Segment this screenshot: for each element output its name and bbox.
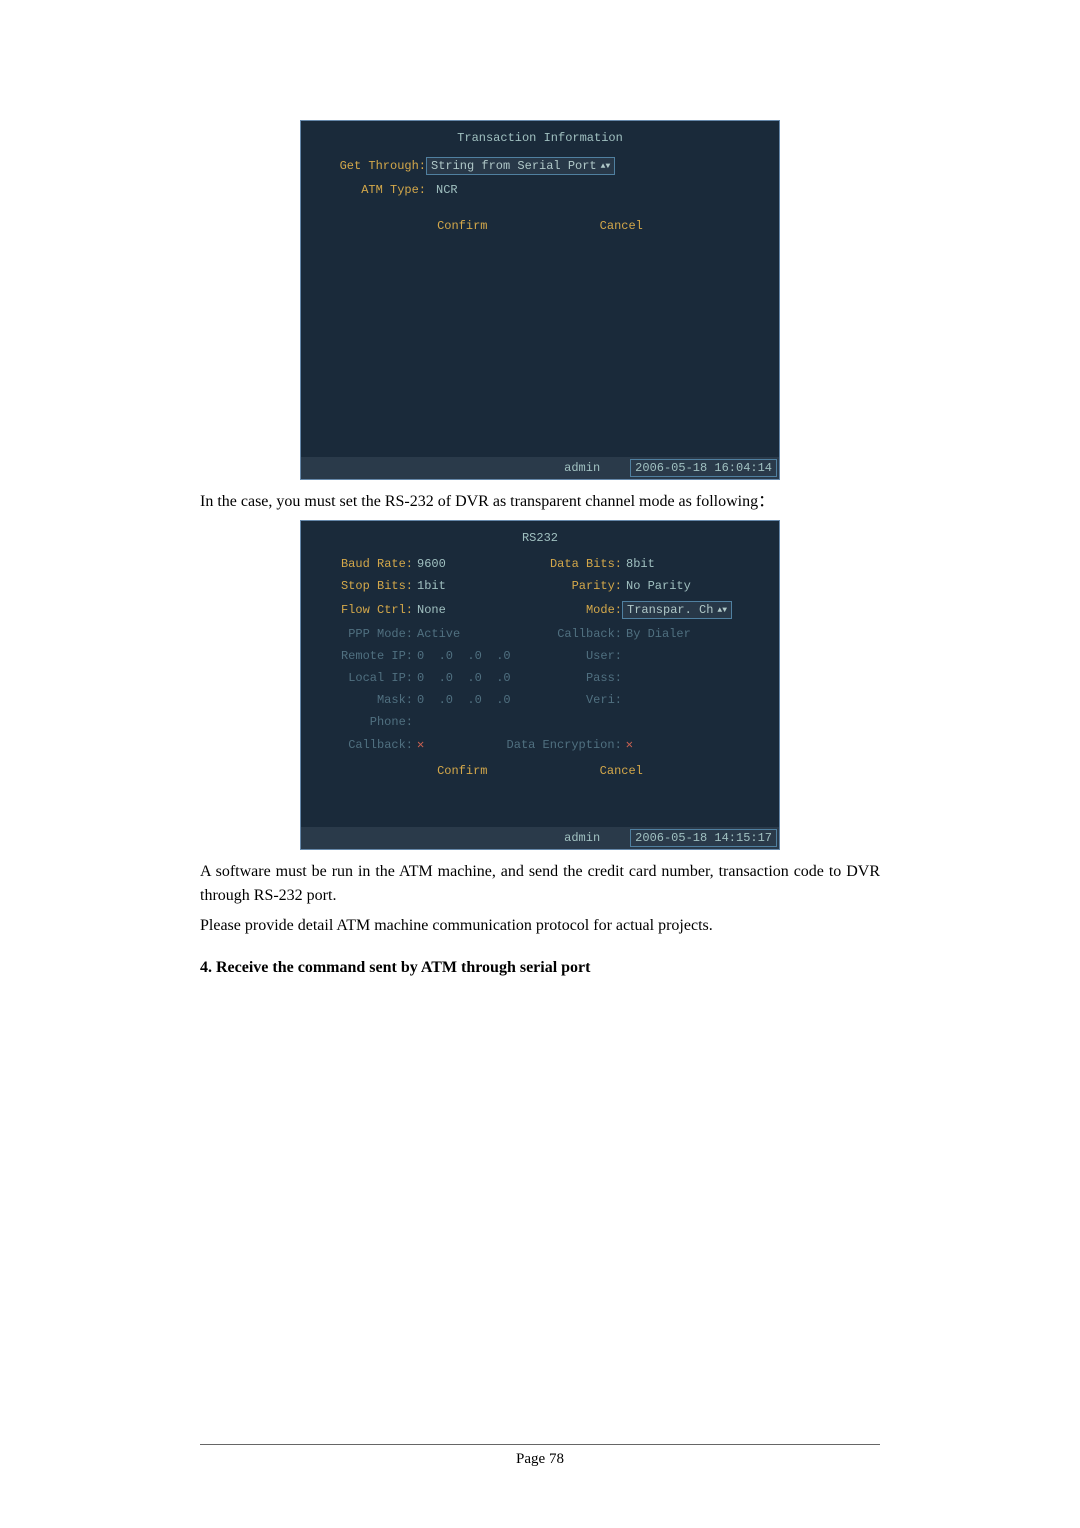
pass-label: Pass: — [540, 671, 622, 685]
transaction-info-terminal: Transaction Information Get Through: Str… — [300, 120, 780, 480]
atm-type-value: NCR — [436, 183, 458, 197]
flow-ctrl-value: None — [417, 603, 446, 617]
paragraph-1: A software must be run in the ATM machin… — [200, 860, 880, 908]
stop-bits-label: Stop Bits: — [331, 579, 413, 593]
rs232-terminal: RS232 Baud Rate: 9600 Data Bits: 8bit St… — [300, 520, 780, 850]
get-through-select[interactable]: String from Serial Port ▲▼ — [426, 157, 615, 175]
cancel-button[interactable]: Cancel — [600, 219, 643, 233]
mode-select[interactable]: Transpar. Ch ▲▼ — [622, 601, 732, 619]
flow-ctrl-label: Flow Ctrl: — [331, 603, 413, 617]
spinner-icon[interactable]: ▲▼ — [717, 608, 727, 613]
data-bits-label: Data Bits: — [540, 557, 622, 571]
terminal2-title: RS232 — [301, 521, 779, 553]
parity-value: No Parity — [626, 579, 691, 593]
confirm-button[interactable]: Confirm — [437, 219, 487, 233]
callback-x-icon: ✕ — [417, 737, 424, 752]
status-timestamp: 2006-05-18 16:04:14 — [630, 459, 777, 477]
mode-value: Transpar. Ch — [627, 603, 713, 617]
terminal2-button-row: Confirm Cancel — [301, 756, 779, 778]
row-stopbits-parity: Stop Bits: 1bit Parity: No Parity — [301, 575, 779, 597]
veri-label: Veri: — [540, 693, 622, 707]
row-callback-encryption: Callback: ✕ Data Encryption: ✕ — [301, 733, 779, 756]
local-ip-value: 0 .0 .0 .0 — [417, 671, 511, 685]
paragraph-2: Please provide detail ATM machine commun… — [200, 914, 880, 938]
callback2-label: Callback: — [331, 738, 413, 752]
terminal1-status-bar: admin 2006-05-18 16:04:14 — [301, 457, 779, 479]
data-bits-value: 8bit — [626, 557, 655, 571]
phone-label: Phone: — [331, 715, 413, 729]
user-label: User: — [540, 649, 622, 663]
get-through-row: Get Through: String from Serial Port ▲▼ — [301, 153, 779, 179]
local-ip-label: Local IP: — [331, 671, 413, 685]
mask-label: Mask: — [331, 693, 413, 707]
mask-value: 0 .0 .0 .0 — [417, 693, 511, 707]
cancel-button[interactable]: Cancel — [600, 764, 643, 778]
encryption-x-icon: ✕ — [626, 737, 633, 752]
row-baud-databits: Baud Rate: 9600 Data Bits: 8bit — [301, 553, 779, 575]
get-through-label: Get Through: — [331, 159, 426, 173]
terminal1-button-row: Confirm Cancel — [301, 201, 779, 233]
caption-1: In the case, you must set the RS-232 of … — [200, 490, 880, 514]
data-encryption-label: Data Encryption: — [507, 738, 622, 752]
baud-rate-value: 9600 — [417, 557, 446, 571]
remote-ip-label: Remote IP: — [331, 649, 413, 663]
row-mask-veri: Mask: 0 .0 .0 .0 Veri: — [301, 689, 779, 711]
page-footer: Page 78 — [200, 1444, 880, 1468]
row-flowctrl-mode: Flow Ctrl: None Mode: Transpar. Ch ▲▼ — [301, 597, 779, 623]
status-timestamp: 2006-05-18 14:15:17 — [630, 829, 777, 847]
atm-type-label: ATM Type: — [331, 183, 426, 197]
row-remoteip-user: Remote IP: 0 .0 .0 .0 User: — [301, 645, 779, 667]
spinner-icon[interactable]: ▲▼ — [601, 164, 611, 169]
ppp-mode-label: PPP Mode: — [331, 627, 413, 641]
mode-label: Mode: — [540, 603, 622, 617]
status-user: admin — [534, 459, 630, 477]
row-localip-pass: Local IP: 0 .0 .0 .0 Pass: — [301, 667, 779, 689]
terminal1-title: Transaction Information — [301, 121, 779, 153]
status-user: admin — [534, 829, 630, 847]
terminal2-status-bar: admin 2006-05-18 14:15:17 — [301, 827, 779, 849]
atm-type-row: ATM Type: NCR — [301, 179, 779, 201]
callback-value: By Dialer — [626, 627, 691, 641]
remote-ip-value: 0 .0 .0 .0 — [417, 649, 511, 663]
page-number: Page 78 — [516, 1451, 564, 1467]
baud-rate-label: Baud Rate: — [331, 557, 413, 571]
stop-bits-value: 1bit — [417, 579, 446, 593]
heading-4: 4. Receive the command sent by ATM throu… — [200, 956, 880, 980]
row-phone: Phone: — [301, 711, 779, 733]
ppp-mode-value: Active — [417, 627, 460, 641]
get-through-value: String from Serial Port — [431, 159, 597, 173]
callback-label: Callback: — [540, 627, 622, 641]
confirm-button[interactable]: Confirm — [437, 764, 487, 778]
row-pppmode-callback: PPP Mode: Active Callback: By Dialer — [301, 623, 779, 645]
parity-label: Parity: — [540, 579, 622, 593]
